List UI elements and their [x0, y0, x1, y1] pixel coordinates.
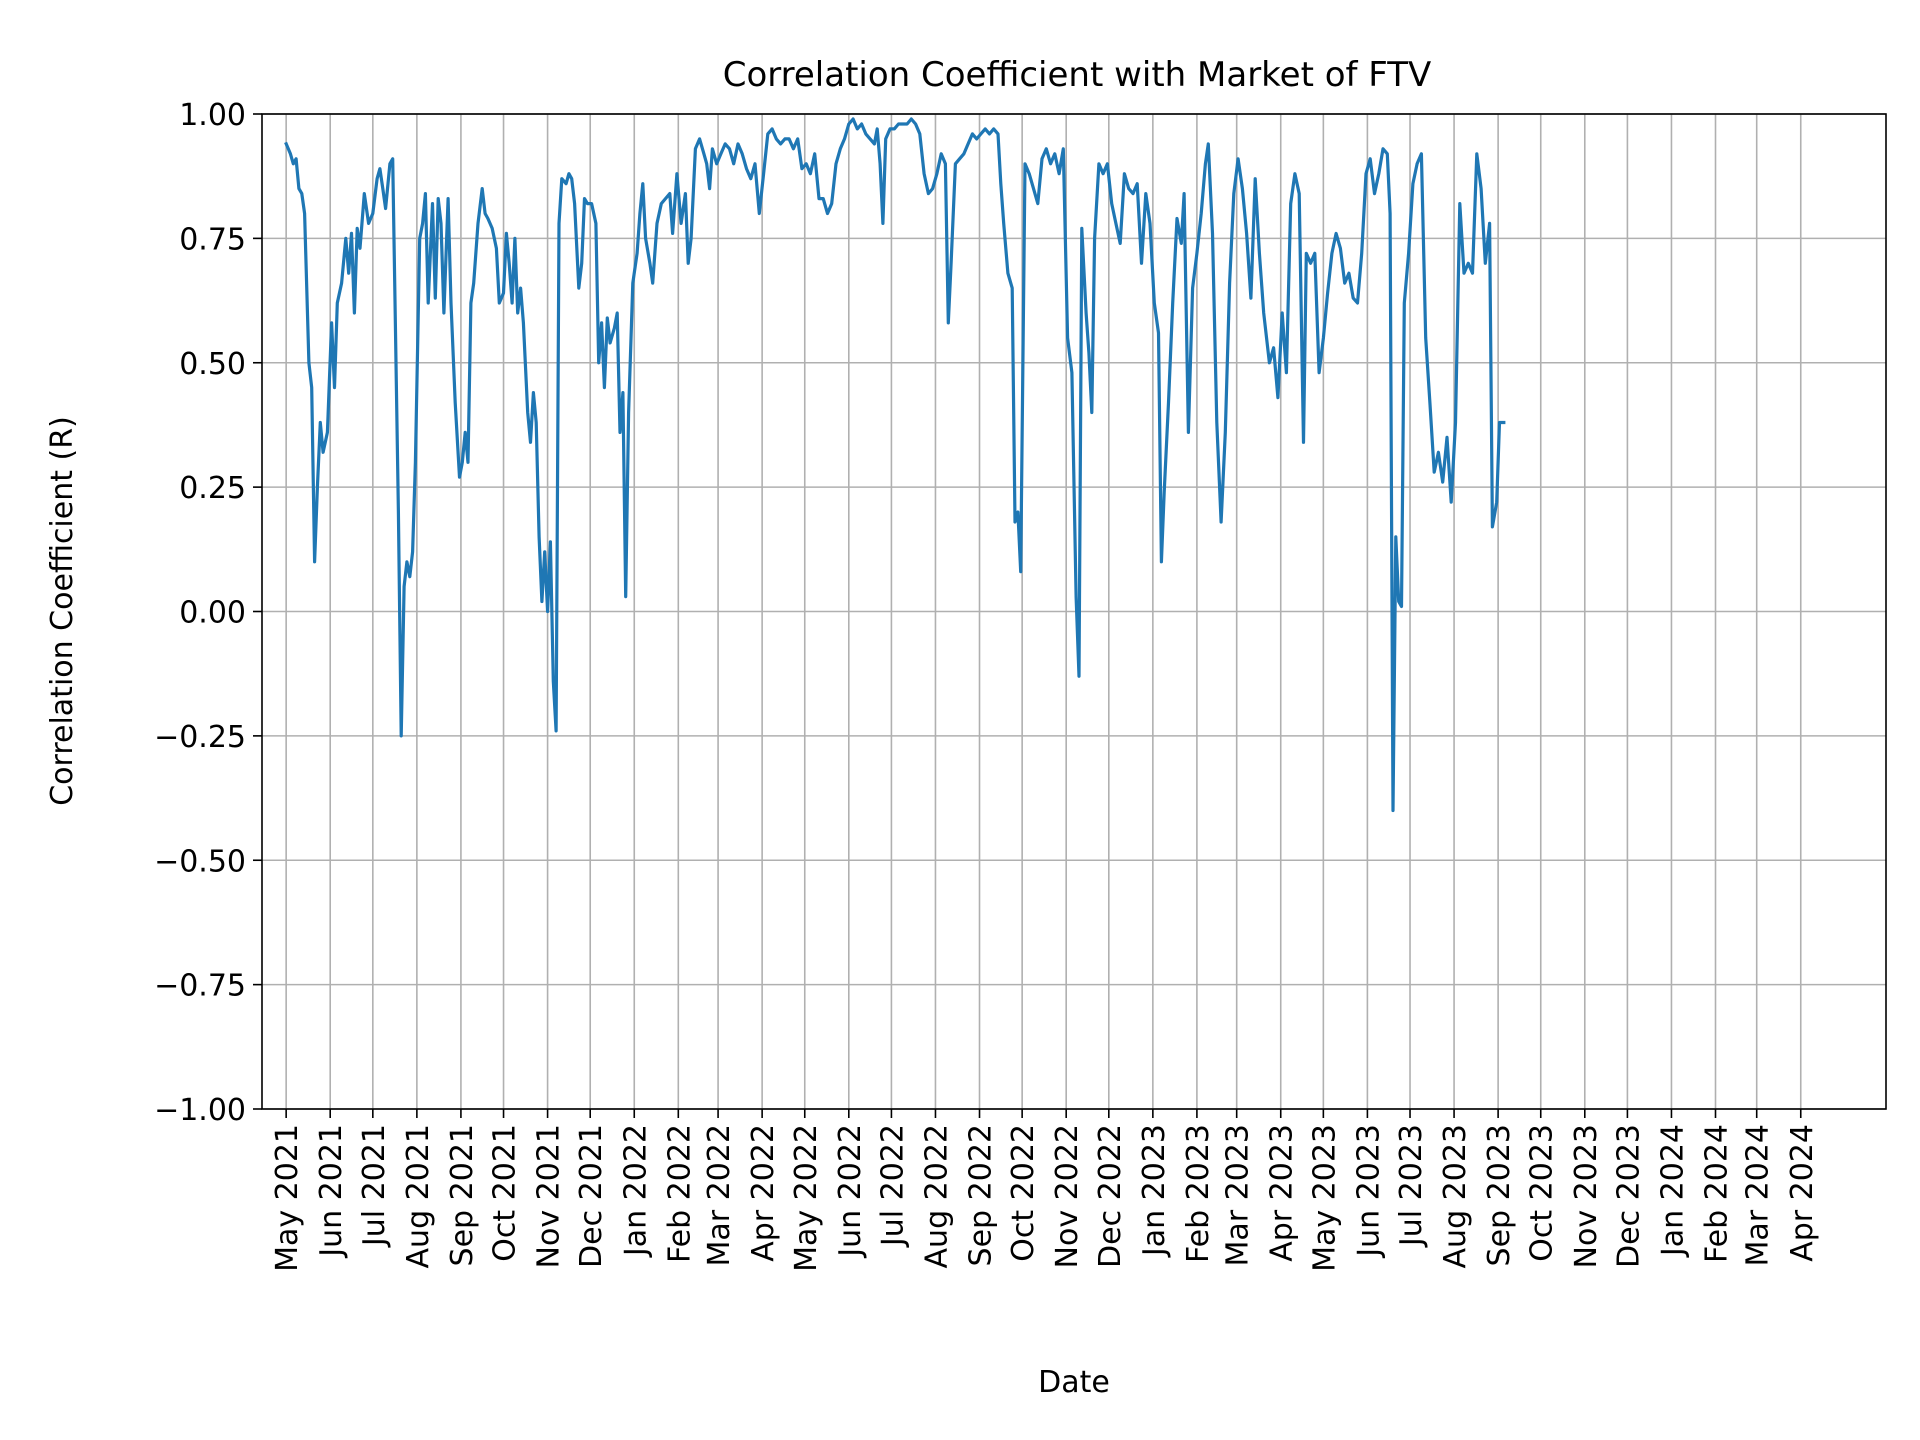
x-tick-label: Dec 2023 [1611, 1124, 1646, 1268]
series-layer [284, 117, 1506, 813]
x-tick-label: Jul 2021 [357, 1124, 392, 1248]
series-line [284, 117, 1506, 813]
x-tick-label: Dec 2021 [574, 1124, 609, 1268]
x-tick-label: Nov 2021 [532, 1124, 567, 1268]
y-tick-label: −0.75 [154, 969, 246, 1004]
x-tick-label: Nov 2022 [1050, 1124, 1085, 1268]
x-tick-label: Oct 2022 [1006, 1124, 1041, 1262]
x-tick-label: Sep 2023 [1482, 1124, 1517, 1266]
x-tick-label: Oct 2023 [1525, 1124, 1560, 1262]
x-tick-label: Dec 2022 [1093, 1124, 1128, 1268]
x-tick-label: May 2023 [1307, 1124, 1342, 1272]
y-tick-label: 0.75 [179, 222, 246, 257]
x-tick-label: May 2021 [270, 1124, 305, 1272]
x-tick-label: Jan 2024 [1655, 1124, 1690, 1258]
x-tick-label: Sep 2021 [445, 1124, 480, 1266]
x-tick-label: Jun 2021 [314, 1124, 349, 1259]
x-tick-label: May 2022 [789, 1124, 824, 1272]
x-tick-label: Mar 2024 [1741, 1124, 1776, 1267]
x-tick-label: Jun 2023 [1351, 1124, 1386, 1259]
x-tick-label: Feb 2022 [662, 1124, 697, 1263]
y-tick-label: 1.00 [179, 98, 246, 133]
x-tick-label: Apr 2024 [1785, 1124, 1820, 1262]
y-tick-label: 0.50 [179, 347, 246, 382]
y-tick-label: 0.25 [179, 471, 246, 506]
x-tick-label: Mar 2022 [702, 1124, 737, 1267]
x-tick-label: Aug 2023 [1438, 1124, 1473, 1268]
x-tick-label: Aug 2021 [401, 1124, 436, 1268]
y-tick-label: −1.00 [154, 1093, 246, 1128]
x-tick-label: Sep 2022 [964, 1124, 999, 1266]
y-axis: −1.00 −0.75 −0.50 −0.25 0.00 0.25 0.50 0.75 1.00 [154, 98, 262, 1128]
x-tick-label: Jan 2022 [618, 1124, 653, 1258]
x-tick-label: Mar 2023 [1221, 1124, 1256, 1267]
x-tick-label: Feb 2024 [1700, 1124, 1735, 1263]
y-tick-label: 0.00 [179, 596, 246, 631]
y-tick-label: −0.50 [154, 844, 246, 879]
x-tick-label: Aug 2022 [919, 1124, 954, 1268]
x-tick-label: Jan 2023 [1137, 1124, 1172, 1258]
x-tick-label: Jul 2023 [1394, 1124, 1429, 1248]
x-axis-label: Date [1038, 1365, 1110, 1400]
y-axis-label: Correlation Coefficient (R) [45, 416, 80, 806]
x-tick-label: Jun 2022 [833, 1124, 868, 1259]
x-tick-label: Apr 2023 [1265, 1124, 1300, 1262]
x-tick-label: Nov 2023 [1569, 1124, 1604, 1268]
x-tick-label: Feb 2023 [1181, 1124, 1216, 1263]
x-tick-label: Apr 2022 [746, 1124, 781, 1262]
x-tick-label: Jul 2022 [875, 1124, 910, 1248]
x-axis: May 2021 Jun 2021 Jul 2021 Aug 2021 Sep 2021… [270, 1109, 1820, 1272]
chart-title: Correlation Coefficient with Market of F… [723, 55, 1432, 95]
y-tick-label: −0.25 [154, 720, 246, 755]
x-tick-label: Oct 2021 [488, 1124, 523, 1262]
